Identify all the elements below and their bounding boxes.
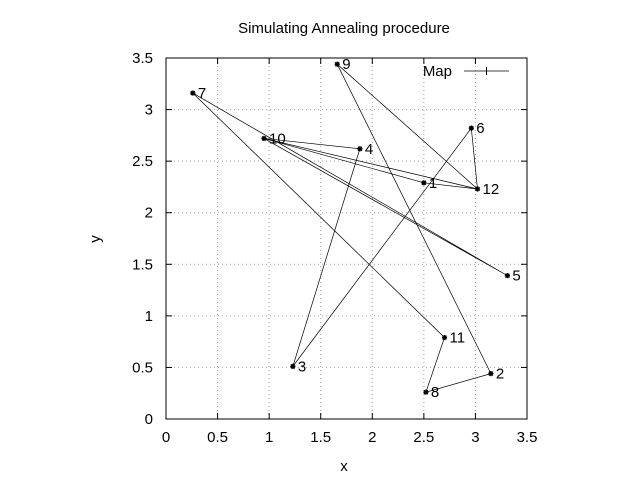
point-label-12: 12 — [482, 181, 499, 198]
x-tick-label: 2 — [368, 429, 376, 446]
point-label-5: 5 — [512, 268, 520, 285]
x-tick-label: 3 — [471, 429, 479, 446]
x-tick-label: 1.5 — [310, 429, 331, 446]
point-label-3: 3 — [298, 358, 306, 375]
y-tick-label: 3 — [145, 102, 153, 119]
legend-label-map: Map — [423, 63, 452, 80]
legend: Map — [423, 63, 509, 80]
point-label-7: 7 — [198, 85, 206, 102]
y-tick-label: 2.5 — [132, 153, 153, 170]
point-label-1: 1 — [429, 175, 437, 192]
point-marker-5 — [504, 273, 511, 279]
tick-labels: 0 0.5 1 1.5 2 2.5 3 3.5 0 0.5 1 1.5 2 2.5 3 3.5 — [132, 50, 537, 446]
point-marker-10 — [261, 135, 267, 142]
y-tick-label: 2 — [145, 205, 153, 222]
y-tick-label: 1 — [145, 308, 153, 325]
x-axis-label: x — [340, 458, 348, 475]
point-marker-4 — [357, 146, 363, 152]
point-marker-7 — [190, 90, 196, 96]
point-marker-9 — [334, 61, 340, 67]
point-marker-11 — [441, 334, 448, 341]
x-tick-label: 0.5 — [207, 429, 228, 446]
point-labels: 1 12 9 2 8 11 7 5 10 4 3 6 — [198, 56, 521, 401]
plot-frame — [165, 57, 528, 420]
y-tick-label: 0 — [145, 411, 153, 428]
point-label-11: 11 — [449, 330, 465, 347]
x-tick-label: 1 — [265, 429, 273, 446]
point-marker-2 — [488, 371, 494, 377]
point-label-8: 8 — [431, 384, 439, 401]
point-marker-1 — [421, 180, 427, 186]
point-marker-3 — [290, 363, 296, 369]
x-tick-label: 0 — [162, 429, 170, 446]
point-marker-12 — [474, 186, 481, 192]
x-tick-label: 2.5 — [413, 429, 434, 446]
axis-ticks — [165, 57, 528, 420]
y-tick-label: 0.5 — [132, 359, 153, 376]
point-label-4: 4 — [365, 141, 373, 158]
y-tick-label: 3.5 — [132, 50, 153, 67]
point-marker-8 — [423, 389, 429, 395]
point-label-9: 9 — [342, 56, 350, 73]
grid — [166, 58, 527, 419]
point-marker-6 — [468, 125, 474, 131]
x-tick-label: 3.5 — [517, 429, 538, 446]
y-axis-label: y — [87, 235, 104, 243]
point-label-2: 2 — [496, 366, 504, 383]
point-label-10: 10 — [269, 130, 286, 147]
y-tick-label: 1.5 — [132, 256, 153, 273]
point-label-6: 6 — [476, 120, 484, 137]
data-points — [190, 61, 511, 395]
chart-title: Simulating Annealing procedure — [238, 20, 450, 37]
